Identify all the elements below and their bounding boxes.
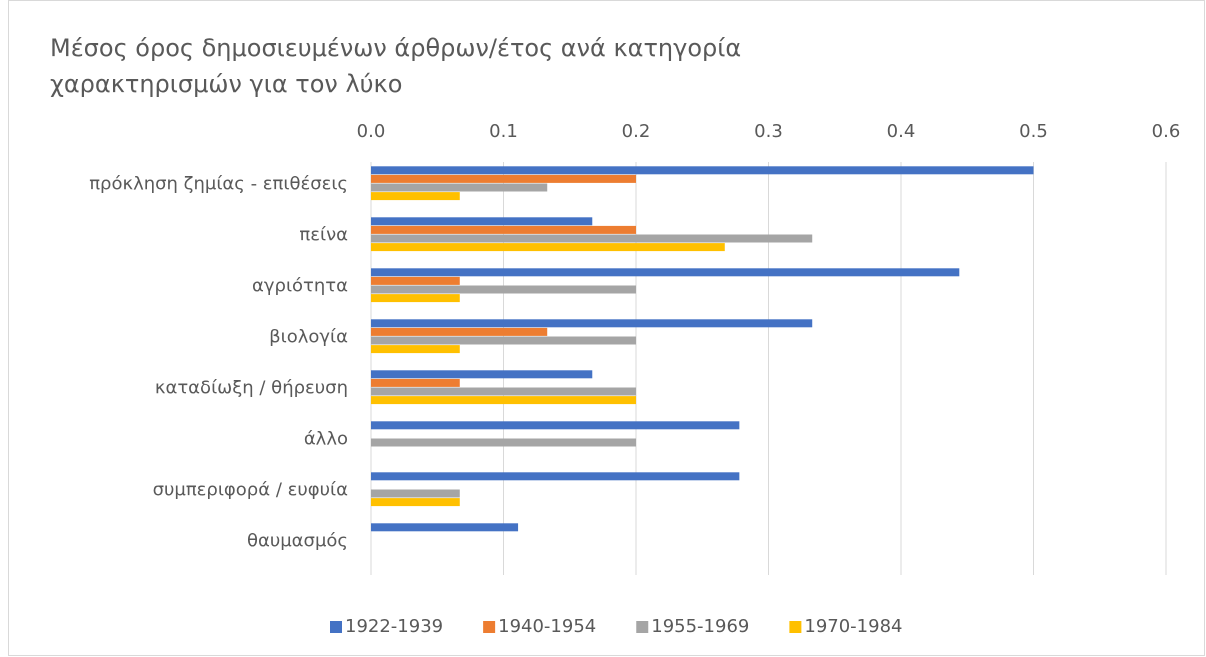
x-tick-label: 0.3 xyxy=(754,121,783,142)
y-tick-label: πείνα xyxy=(299,225,348,246)
bar xyxy=(371,243,725,252)
bar xyxy=(371,276,460,285)
y-tick-label: αγριότητα xyxy=(252,276,348,297)
bar xyxy=(371,345,460,354)
y-tick-label: βιολογία xyxy=(269,327,348,348)
y-tick-label: άλλο xyxy=(304,429,348,450)
legend-swatch xyxy=(636,621,649,633)
chart-title: Μέσος όρος δημοσιευμένων άρθρων/έτος ανά… xyxy=(50,34,742,98)
bar xyxy=(371,174,636,183)
bar xyxy=(371,438,636,447)
bar xyxy=(371,285,636,294)
bar xyxy=(371,327,548,336)
bar xyxy=(371,268,960,277)
bar xyxy=(371,234,813,243)
bar xyxy=(371,166,1034,175)
bar xyxy=(371,387,636,396)
x-tick-label: 0.2 xyxy=(622,121,651,142)
bar xyxy=(371,319,813,328)
legend-swatch xyxy=(483,621,496,633)
bar xyxy=(371,396,636,405)
x-tick-label: 0.1 xyxy=(489,121,518,142)
legend-label: 1970-1984 xyxy=(804,616,902,637)
bar xyxy=(371,294,460,303)
bar xyxy=(371,498,460,507)
x-tick-label: 0.5 xyxy=(1019,121,1048,142)
legend-swatch xyxy=(330,621,342,633)
bar xyxy=(371,217,593,226)
legend-label: 1922-1939 xyxy=(345,616,443,637)
y-tick-label: θαυμασμός xyxy=(247,531,348,552)
bar xyxy=(371,183,548,192)
y-tick-label: καταδίωξη / θήρευση xyxy=(155,378,348,399)
x-tick-label: 0.6 xyxy=(1152,121,1181,142)
bar xyxy=(371,421,740,430)
legend-label: 1940-1954 xyxy=(498,616,596,637)
bar xyxy=(371,225,636,234)
bar xyxy=(371,523,519,532)
bar xyxy=(371,192,460,201)
bar xyxy=(371,336,636,345)
x-tick-label: 0.0 xyxy=(357,121,386,142)
bar xyxy=(371,370,593,379)
bar xyxy=(371,472,740,481)
x-tick-label: 0.4 xyxy=(887,121,916,142)
y-tick-label: πρόκληση ζημίας - επιθέσεις xyxy=(89,174,348,195)
y-tick-label: συμπεριφορά / ευφυία xyxy=(153,480,348,501)
legend-swatch xyxy=(789,621,802,633)
bar xyxy=(371,489,460,498)
bar xyxy=(371,378,460,387)
chart-border xyxy=(8,0,1205,656)
legend-label: 1955-1969 xyxy=(651,616,749,637)
